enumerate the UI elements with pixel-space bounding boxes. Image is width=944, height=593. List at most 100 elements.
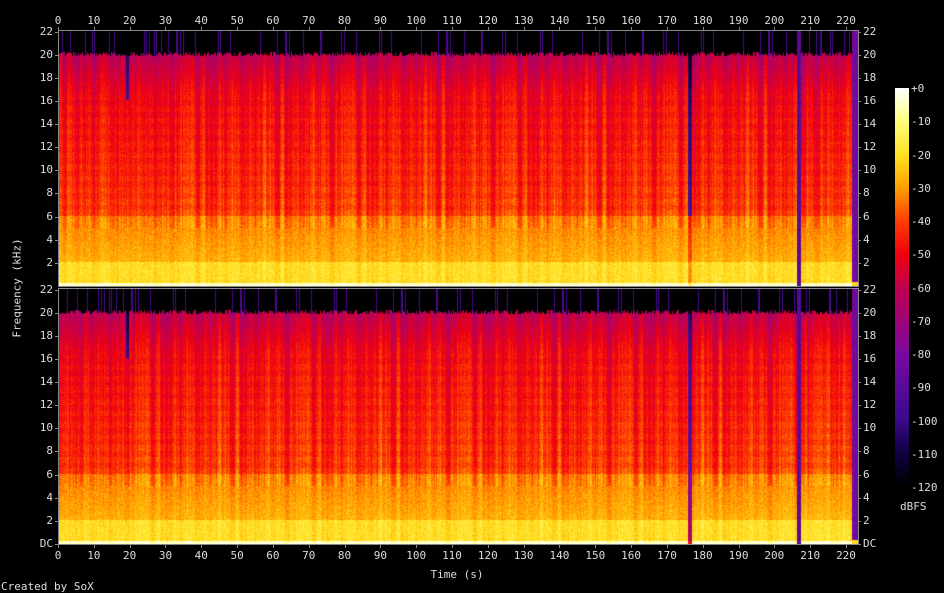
colorbar-tick-label: -110 [911,447,938,461]
x-tick-label-top: 160 [621,14,642,27]
y-tick-mark [55,497,58,499]
y-tick-label-ch1-right: 22 [863,24,877,38]
y-tick-mark [858,335,861,337]
y-tick-label-ch2-left: 18 [39,328,53,342]
x-tick-label-bottom: 30 [158,549,173,562]
x-tick-label-bottom: 40 [194,549,208,562]
colorbar [895,88,909,487]
x-tick-label-bottom: 200 [764,549,785,562]
y-tick-label-ch1-left: 2 [46,255,53,269]
y-tick-label-ch1-left: 20 [39,47,53,61]
y-tick-label-ch2-left: 16 [39,351,53,365]
x-tick-label-bottom: 140 [549,549,570,562]
x-tick-label-top: 30 [158,14,173,27]
y-tick-mark [858,405,861,407]
x-axis-label: Time (s) [430,568,484,581]
x-tick-label-top: 70 [302,14,316,27]
x-tick-mark [380,545,382,548]
x-tick-label-top: 80 [337,14,352,27]
y-tick-label-ch1-left: 6 [46,209,53,223]
credit-text: Created by SoX [1,580,94,593]
colorbar-label: dBFS [900,500,927,513]
y-tick-label-ch2-left: 12 [39,398,53,412]
x-tick-label-bottom: 190 [728,549,749,562]
y-tick-mark [55,193,58,195]
x-tick-mark [774,545,776,548]
y-tick-label-ch2-right: 22 [863,282,877,296]
y-tick-label-ch2-right: 10 [863,421,877,435]
x-tick-label-top: 120 [477,14,498,27]
x-tick-mark [810,27,812,30]
colorbar-tick-label: -10 [911,115,931,129]
x-tick-mark [129,27,131,30]
x-tick-label-bottom: 90 [373,549,387,562]
x-tick-mark [344,27,346,30]
x-tick-mark [93,545,95,548]
x-tick-label-bottom: 10 [87,549,101,562]
y-tick-mark [858,497,861,499]
y-tick-mark [858,358,861,360]
x-tick-mark [452,545,453,548]
y-tick-label-ch1-left: 16 [39,93,53,107]
x-tick-label-bottom: 170 [656,549,677,562]
y-tick-mark [858,31,861,33]
x-tick-mark [810,545,812,548]
x-tick-mark [344,545,346,548]
x-tick-label-bottom: 20 [123,549,137,562]
y-tick-mark [55,54,58,56]
y-tick-label-ch2-right: 20 [863,305,877,319]
colorbar-tick-label: -90 [911,381,931,395]
x-tick-mark [129,545,131,548]
y-tick-mark [55,358,58,360]
spectrogram-channel-1 [58,30,859,287]
y-tick-mark [858,147,861,149]
x-tick-mark [666,27,668,30]
colorbar-tick-label: -20 [911,148,931,162]
y-tick-mark [55,312,58,314]
x-tick-label-top: 130 [513,14,534,27]
colorbar-tick-label: -40 [911,215,931,228]
y-tick-label-ch2-right: 8 [863,444,870,458]
x-tick-label-top: 140 [549,14,570,27]
x-tick-label-bottom: 180 [692,549,713,562]
x-tick-label-bottom: 80 [337,549,352,562]
y-tick-label-ch2-left: 14 [39,375,53,389]
y-tick-mark [858,54,861,56]
y-tick-label-ch1-right: 18 [863,70,877,84]
x-tick-mark [272,545,274,548]
x-tick-label-bottom: 70 [302,549,316,562]
y-tick-label-ch2-left: 20 [39,305,53,319]
x-tick-label-top: 180 [692,14,713,27]
spectrogram-channel-2 [58,288,859,545]
y-tick-mark [858,216,861,218]
y-axis-label: Frequency (kHz) [10,238,24,338]
x-tick-mark [308,27,310,30]
x-tick-label-top: 60 [266,14,280,27]
x-tick-label-top: 10 [87,14,101,27]
y-tick-label-ch2-right: 16 [863,351,877,365]
x-tick-mark [380,27,382,30]
y-tick-label-ch2-left: DC [39,537,53,550]
y-tick-label-ch2-left: 6 [46,467,53,481]
x-tick-mark [452,27,453,30]
x-tick-label-bottom: 110 [442,549,462,562]
x-tick-label-bottom: 50 [230,549,244,562]
colorbar-tick-label: -100 [911,414,938,428]
y-tick-label-ch1-right: 12 [863,140,877,154]
x-tick-mark [595,27,597,30]
y-tick-label-ch2-left: 8 [46,444,53,458]
y-tick-mark [55,170,58,172]
x-tick-label-bottom: 150 [585,549,606,562]
y-tick-label-ch1-right: 20 [863,47,877,61]
y-tick-label-ch2-right: 4 [863,490,870,504]
x-tick-label-top: 40 [194,14,208,27]
x-tick-label-bottom: 120 [477,549,498,562]
y-tick-mark [55,382,58,384]
x-tick-mark [58,27,59,30]
y-tick-mark [55,216,58,218]
y-tick-label-ch1-left: 10 [39,163,53,177]
x-tick-label-bottom: 210 [800,549,821,562]
x-tick-label-top: 220 [836,14,856,27]
y-tick-label-ch1-right: 14 [863,117,877,131]
x-tick-label-top: 190 [728,14,749,27]
